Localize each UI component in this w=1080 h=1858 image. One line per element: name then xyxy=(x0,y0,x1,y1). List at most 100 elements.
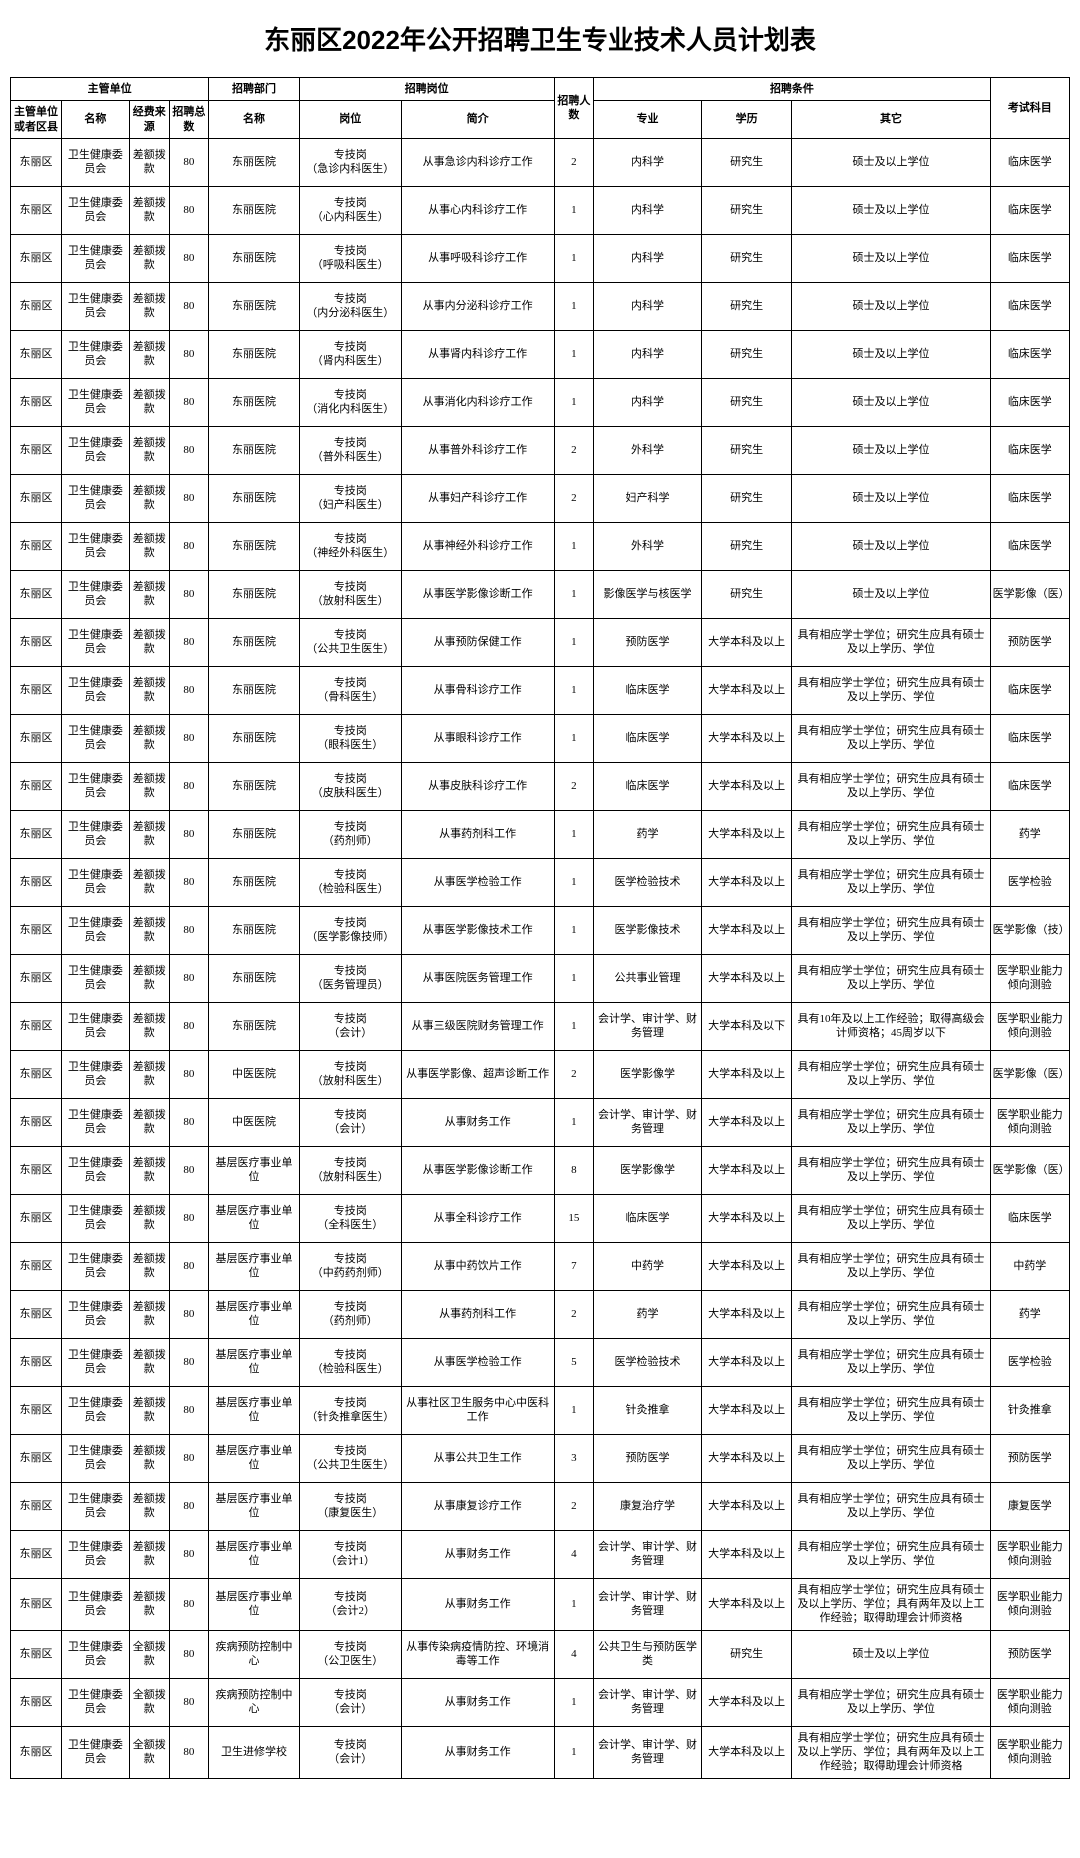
cell-other: 具有相应学士学位；研究生应具有硕士及以上学历、学位 xyxy=(792,1386,990,1434)
cell-fund: 差额拨款 xyxy=(129,1530,169,1578)
cell-name: 卫生健康委员会 xyxy=(61,1434,129,1482)
cell-dept: 东丽医院 xyxy=(209,234,300,282)
cell-edu: 大学本科及以上 xyxy=(701,1146,792,1194)
cell-fund: 差额拨款 xyxy=(129,858,169,906)
cell-exam: 医学职业能力倾向测验 xyxy=(990,1098,1069,1146)
cell-other: 硕士及以上学位 xyxy=(792,138,990,186)
cell-desc: 从事中药饮片工作 xyxy=(401,1242,554,1290)
cell-dept: 基层医疗事业单位 xyxy=(209,1290,300,1338)
cell-name: 卫生健康委员会 xyxy=(61,810,129,858)
cell-fund: 差额拨款 xyxy=(129,138,169,186)
cell-name: 卫生健康委员会 xyxy=(61,282,129,330)
cell-total: 80 xyxy=(169,618,209,666)
cell-post: 专技岗（会计1） xyxy=(299,1530,401,1578)
cell-edu: 大学本科及以下 xyxy=(701,1002,792,1050)
cell-num: 1 xyxy=(554,858,594,906)
cell-exam: 临床医学 xyxy=(990,330,1069,378)
cell-exam: 临床医学 xyxy=(990,378,1069,426)
cell-edu: 大学本科及以上 xyxy=(701,762,792,810)
cell-exam: 预防医学 xyxy=(990,618,1069,666)
cell-district: 东丽区 xyxy=(11,522,62,570)
cell-other: 具有相应学士学位；研究生应具有硕士及以上学历、学位 xyxy=(792,1338,990,1386)
cell-post: 专技岗（神经外科医生） xyxy=(299,522,401,570)
cell-total: 80 xyxy=(169,954,209,1002)
cell-desc: 从事药剂科工作 xyxy=(401,810,554,858)
cell-total: 80 xyxy=(169,858,209,906)
cell-exam: 预防医学 xyxy=(990,1434,1069,1482)
cell-dept: 中医医院 xyxy=(209,1098,300,1146)
cell-name: 卫生健康委员会 xyxy=(61,714,129,762)
cell-num: 1 xyxy=(554,954,594,1002)
cell-district: 东丽区 xyxy=(11,714,62,762)
cell-major: 预防医学 xyxy=(594,1434,702,1482)
th-desc: 简介 xyxy=(401,101,554,139)
cell-desc: 从事药剂科工作 xyxy=(401,1290,554,1338)
cell-num: 1 xyxy=(554,1002,594,1050)
cell-name: 卫生健康委员会 xyxy=(61,858,129,906)
cell-desc: 从事内分泌科诊疗工作 xyxy=(401,282,554,330)
cell-num: 1 xyxy=(554,1098,594,1146)
cell-other: 具有相应学士学位；研究生应具有硕士及以上学历、学位 xyxy=(792,1194,990,1242)
cell-post: 专技岗（心内科医生） xyxy=(299,186,401,234)
cell-major: 内科学 xyxy=(594,186,702,234)
table-row: 东丽区卫生健康委员会差额拨款80基层医疗事业单位专技岗（放射科医生）从事医学影像… xyxy=(11,1146,1070,1194)
cell-edu: 大学本科及以上 xyxy=(701,714,792,762)
cell-post: 专技岗（放射科医生） xyxy=(299,1146,401,1194)
cell-exam: 医学职业能力倾向测验 xyxy=(990,1002,1069,1050)
cell-exam: 临床医学 xyxy=(990,426,1069,474)
cell-exam: 针灸推拿 xyxy=(990,1386,1069,1434)
cell-total: 80 xyxy=(169,1530,209,1578)
cell-total: 80 xyxy=(169,474,209,522)
cell-desc: 从事医学影像、超声诊断工作 xyxy=(401,1050,554,1098)
cell-post: 专技岗（公共卫生医生） xyxy=(299,618,401,666)
cell-other: 具有相应学士学位；研究生应具有硕士及以上学历、学位 xyxy=(792,1530,990,1578)
cell-fund: 差额拨款 xyxy=(129,954,169,1002)
table-row: 东丽区卫生健康委员会差额拨款80东丽医院专技岗（消化内科医生）从事消化内科诊疗工… xyxy=(11,378,1070,426)
table-row: 东丽区卫生健康委员会全额拨款80疾病预防控制中心专技岗（公卫医生）从事传染病疫情… xyxy=(11,1630,1070,1678)
cell-dept: 基层医疗事业单位 xyxy=(209,1338,300,1386)
cell-total: 80 xyxy=(169,570,209,618)
cell-fund: 差额拨款 xyxy=(129,234,169,282)
cell-total: 80 xyxy=(169,1386,209,1434)
cell-other: 具有相应学士学位；研究生应具有硕士及以上学历、学位；具有两年及以上工作经验；取得… xyxy=(792,1578,990,1630)
table-row: 东丽区卫生健康委员会差额拨款80基层医疗事业单位专技岗（会计2）从事财务工作1会… xyxy=(11,1578,1070,1630)
cell-desc: 从事财务工作 xyxy=(401,1530,554,1578)
cell-total: 80 xyxy=(169,330,209,378)
cell-district: 东丽区 xyxy=(11,1578,62,1630)
cell-district: 东丽区 xyxy=(11,426,62,474)
cell-major: 内科学 xyxy=(594,282,702,330)
cell-post: 专技岗（药剂师） xyxy=(299,810,401,858)
cell-edu: 大学本科及以上 xyxy=(701,1434,792,1482)
cell-num: 1 xyxy=(554,906,594,954)
cell-fund: 差额拨款 xyxy=(129,714,169,762)
cell-num: 1 xyxy=(554,186,594,234)
cell-total: 80 xyxy=(169,1146,209,1194)
cell-desc: 从事医学影像技术工作 xyxy=(401,906,554,954)
cell-dept: 基层医疗事业单位 xyxy=(209,1578,300,1630)
cell-num: 1 xyxy=(554,1578,594,1630)
cell-fund: 差额拨款 xyxy=(129,906,169,954)
cell-other: 硕士及以上学位 xyxy=(792,426,990,474)
cell-num: 1 xyxy=(554,666,594,714)
cell-fund: 差额拨款 xyxy=(129,1386,169,1434)
th-district: 主管单位或者区县 xyxy=(11,101,62,139)
cell-exam: 医学影像（医） xyxy=(990,570,1069,618)
table-row: 东丽区卫生健康委员会差额拨款80东丽医院专技岗（肾内科医生）从事肾内科诊疗工作1… xyxy=(11,330,1070,378)
cell-fund: 差额拨款 xyxy=(129,1194,169,1242)
cell-other: 硕士及以上学位 xyxy=(792,1630,990,1678)
cell-dept: 疾病预防控制中心 xyxy=(209,1630,300,1678)
cell-post: 专技岗（肾内科医生） xyxy=(299,330,401,378)
table-row: 东丽区卫生健康委员会差额拨款80东丽医院专技岗（皮肤科医生）从事皮肤科诊疗工作2… xyxy=(11,762,1070,810)
cell-district: 东丽区 xyxy=(11,1290,62,1338)
cell-other: 具有相应学士学位；研究生应具有硕士及以上学历、学位；具有两年及以上工作经验；取得… xyxy=(792,1726,990,1778)
cell-district: 东丽区 xyxy=(11,1482,62,1530)
cell-post: 专技岗（公共卫生医生） xyxy=(299,1434,401,1482)
cell-dept: 东丽医院 xyxy=(209,330,300,378)
cell-fund: 差额拨款 xyxy=(129,1098,169,1146)
cell-total: 80 xyxy=(169,1002,209,1050)
cell-edu: 研究生 xyxy=(701,330,792,378)
cell-exam: 临床医学 xyxy=(990,522,1069,570)
cell-post: 专技岗（急诊内科医生） xyxy=(299,138,401,186)
cell-desc: 从事肾内科诊疗工作 xyxy=(401,330,554,378)
cell-num: 2 xyxy=(554,1050,594,1098)
